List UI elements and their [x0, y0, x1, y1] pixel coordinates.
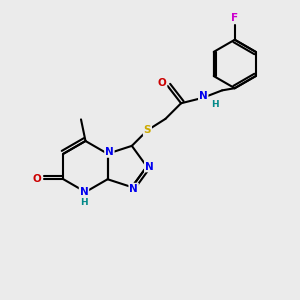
Text: N: N	[80, 187, 88, 197]
Text: F: F	[231, 13, 238, 22]
Text: H: H	[212, 100, 219, 109]
Text: H: H	[80, 198, 88, 207]
Text: N: N	[129, 184, 138, 194]
Text: O: O	[33, 174, 42, 184]
Text: N: N	[199, 91, 208, 101]
Text: N: N	[145, 161, 154, 172]
Text: S: S	[144, 125, 151, 135]
Text: O: O	[158, 78, 167, 88]
Text: N: N	[105, 147, 114, 157]
